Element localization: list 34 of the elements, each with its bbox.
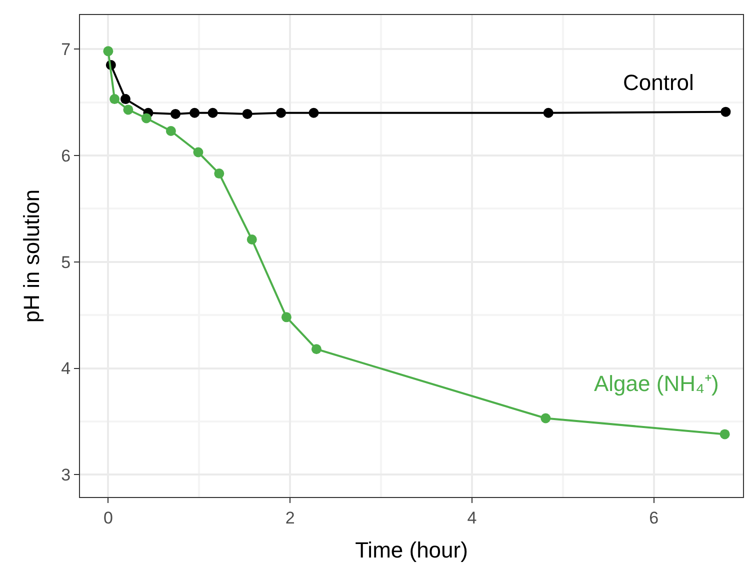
x-tick-label: 2 xyxy=(285,508,295,528)
point xyxy=(208,108,218,118)
point xyxy=(170,108,180,119)
point xyxy=(141,113,152,124)
x-tick-label: 4 xyxy=(467,508,477,528)
y-tick-label: 4 xyxy=(61,359,71,378)
point xyxy=(281,312,292,322)
point xyxy=(123,104,134,115)
point xyxy=(193,147,204,158)
x-axis-title: Time (hour) xyxy=(355,537,468,562)
x-tick-label: 6 xyxy=(649,508,659,528)
point xyxy=(166,126,176,136)
series-label: Algae (NH₄⁺) xyxy=(594,371,719,396)
series-label: Control xyxy=(623,70,694,95)
point xyxy=(110,94,120,104)
point xyxy=(276,108,286,118)
point xyxy=(242,108,252,119)
point xyxy=(311,344,322,354)
x-tick-label: 0 xyxy=(103,508,113,528)
y-tick-label: 6 xyxy=(61,146,71,166)
y-tick-label: 5 xyxy=(61,252,71,272)
point xyxy=(720,106,731,117)
point xyxy=(308,108,319,118)
point xyxy=(190,108,200,118)
point xyxy=(543,108,554,118)
y-axis-title: pH in solution xyxy=(18,189,44,323)
y-tick-label: 7 xyxy=(61,40,71,59)
point xyxy=(120,94,130,104)
point xyxy=(246,234,257,245)
point xyxy=(720,429,730,440)
point xyxy=(214,168,224,179)
point xyxy=(540,413,551,424)
y-tick-label: 3 xyxy=(61,466,71,485)
point xyxy=(103,46,114,56)
